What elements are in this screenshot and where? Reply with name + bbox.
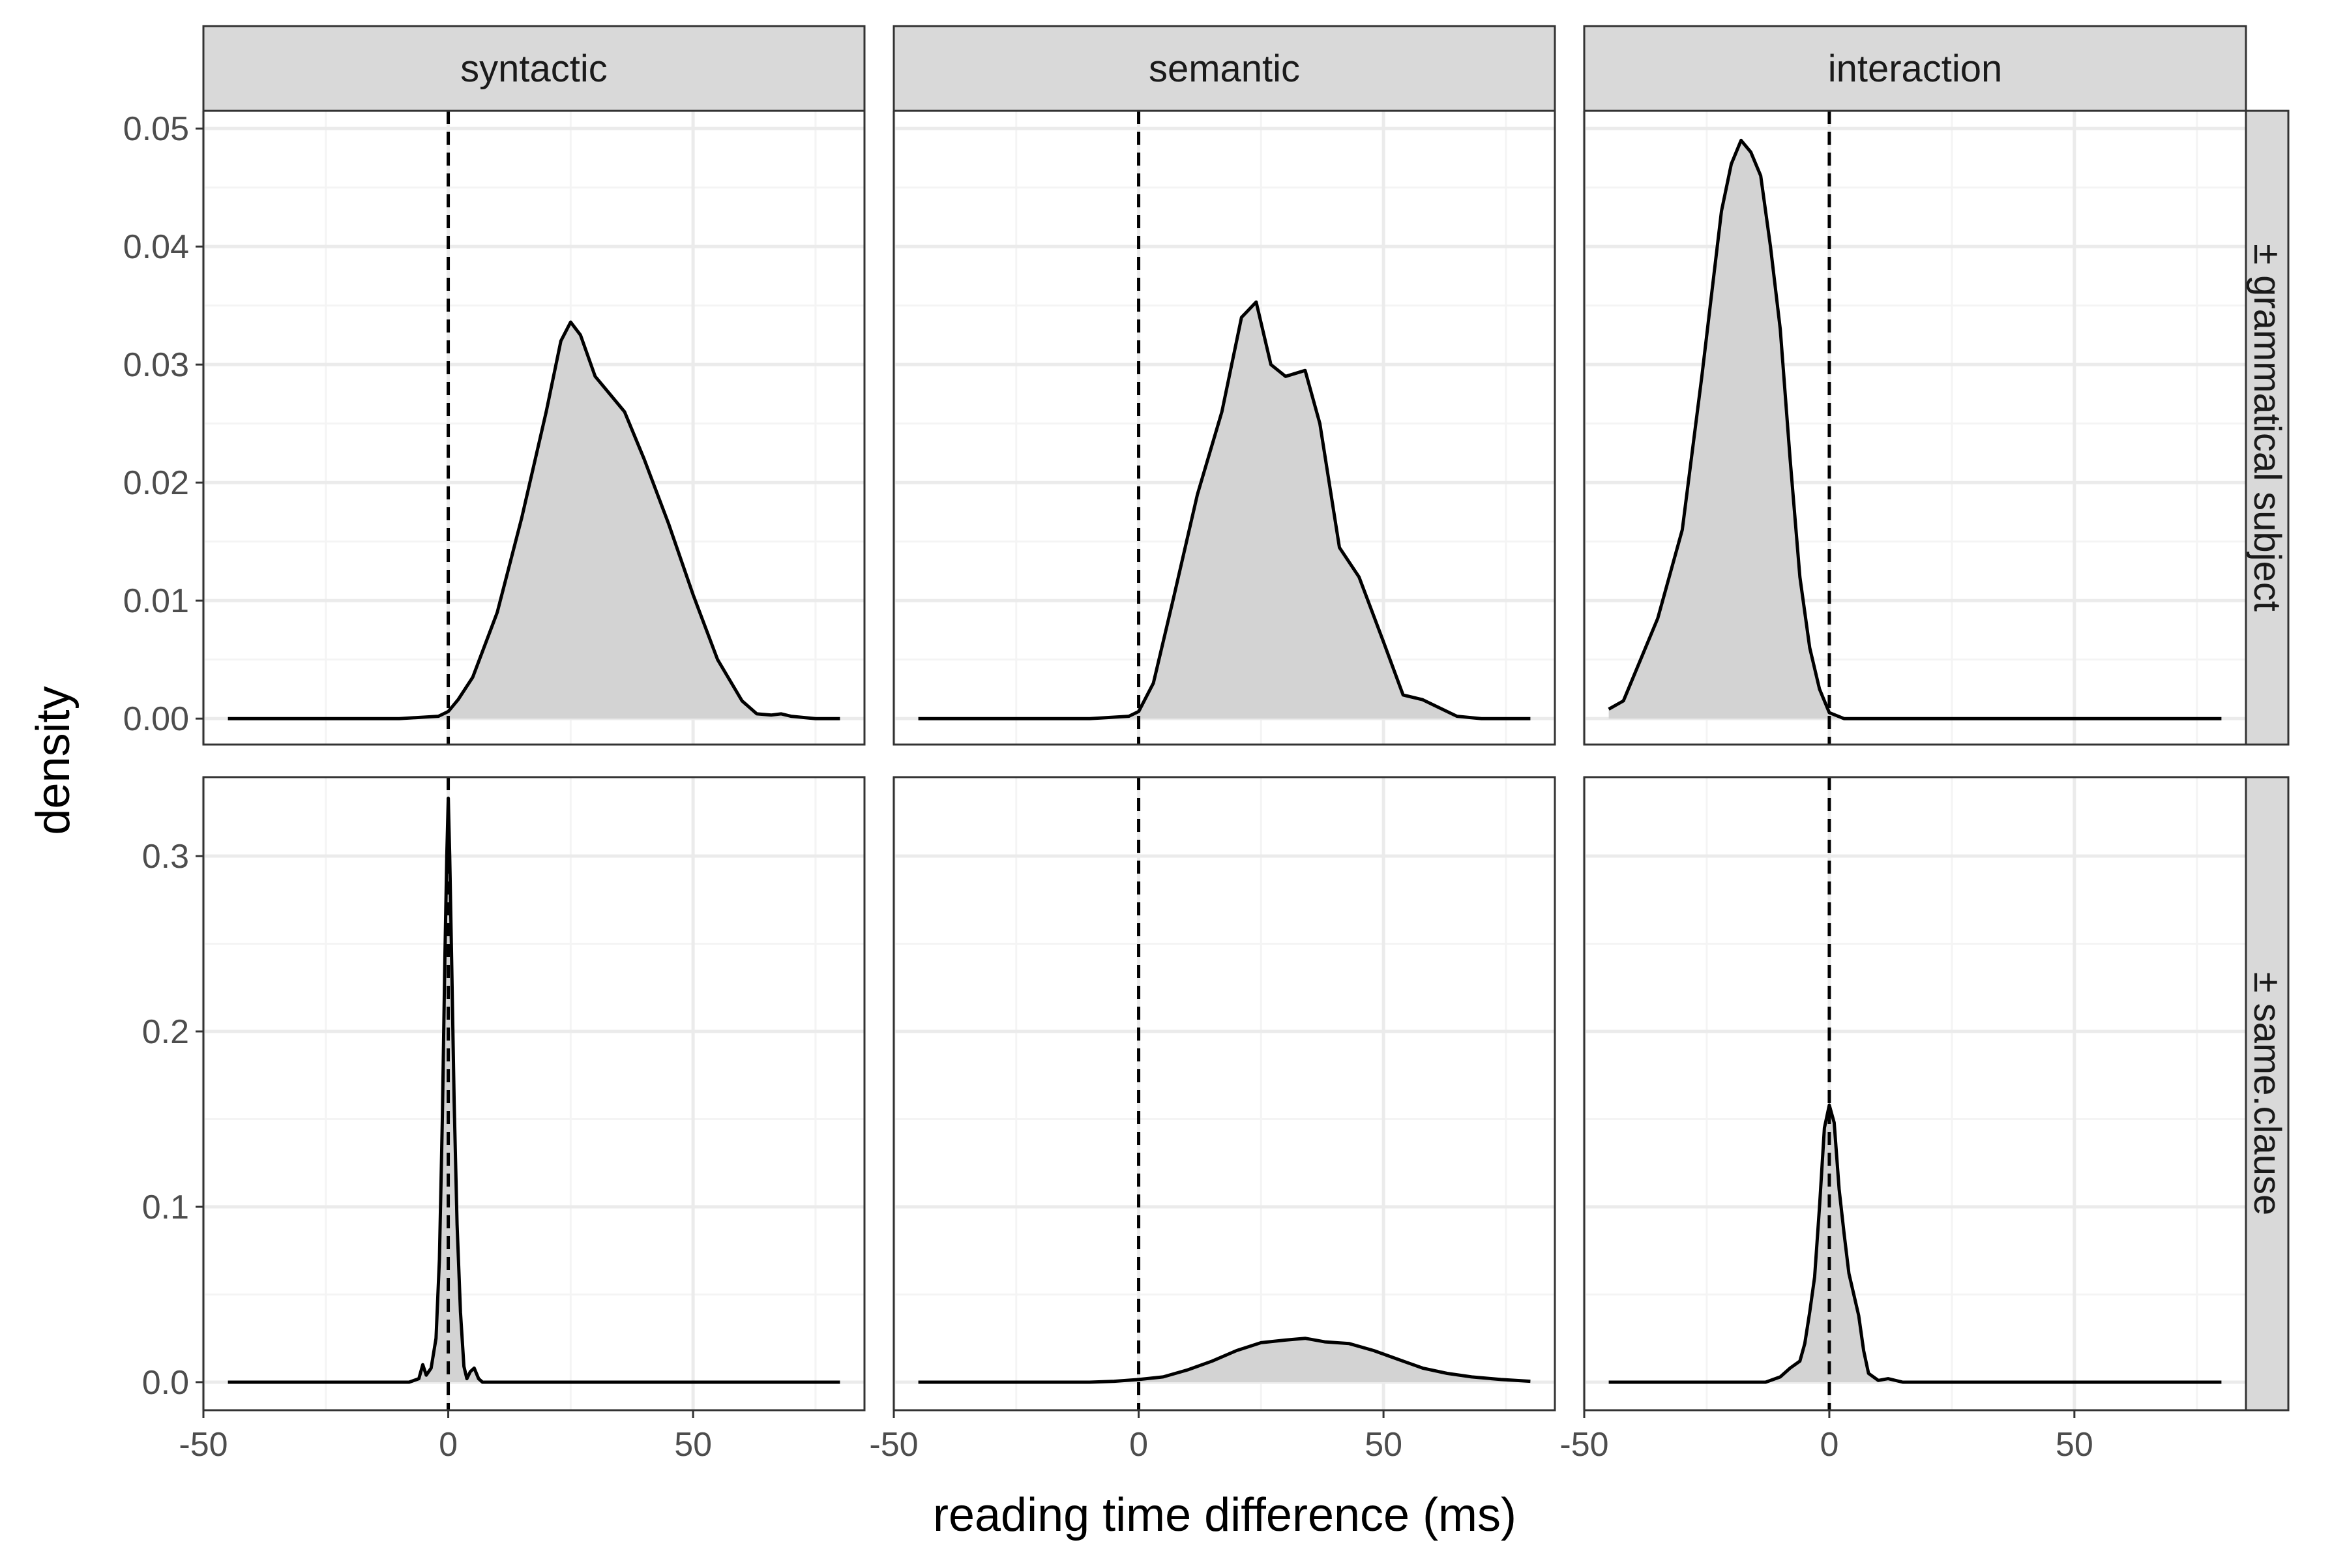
column-strip-semantic	[893, 25, 1556, 112]
row-strip-label: ± same.clause	[2246, 972, 2288, 1216]
panel-syntactic-row0	[201, 110, 866, 746]
x-axis-title: reading time difference (ms)	[933, 1489, 1516, 1541]
panel-border	[893, 776, 1556, 1412]
y-tick-label: 0.00	[123, 700, 189, 738]
x-tick-label: 0	[1129, 1426, 1148, 1464]
density-area	[918, 1338, 1531, 1382]
x-tick-label: 50	[2056, 1426, 2093, 1464]
y-tick-label: 0.01	[123, 582, 189, 620]
y-tick-label: 0.2	[142, 1013, 189, 1051]
y-tick-label: 0.02	[123, 464, 189, 502]
x-tick-label: 50	[674, 1426, 712, 1464]
y-axis-title: density	[27, 686, 80, 835]
x-tick-label: 0	[1820, 1426, 1838, 1464]
x-tick-label: 50	[1365, 1426, 1402, 1464]
y-tick-label: 0.1	[142, 1189, 189, 1226]
x-tick-label: -50	[1559, 1426, 1608, 1464]
density-line	[228, 796, 840, 1384]
column-strip-syntactic	[202, 25, 866, 112]
density-area	[228, 322, 840, 719]
y-tick-label: 0.05	[123, 110, 189, 148]
panel-border	[202, 776, 866, 1412]
column-strip-label: interaction	[1828, 48, 2003, 90]
y-tick-label: 0.3	[142, 838, 189, 876]
column-strip-label: syntactic	[460, 48, 608, 90]
panel-interaction-row1	[1582, 776, 2247, 1412]
x-tick-label: 0	[439, 1426, 458, 1464]
panel-background	[894, 777, 1555, 1410]
panel-border	[1583, 776, 2247, 1412]
panel-border	[1583, 110, 2247, 746]
row-strip	[2245, 776, 2290, 1412]
y-tick-label: 0.03	[123, 346, 189, 384]
column-strip-label: semantic	[1149, 48, 1300, 90]
column-strip-interaction	[1583, 25, 2247, 112]
y-tick-label: 0.0	[142, 1364, 189, 1402]
density-area	[918, 302, 1531, 719]
row-strip-label: ± grammatical subject	[2246, 244, 2288, 612]
density-area	[1608, 140, 2222, 719]
panel-border	[202, 110, 866, 746]
panel-border	[893, 110, 1556, 746]
density-line	[1608, 1103, 2222, 1384]
panel-background	[1584, 777, 2246, 1410]
x-tick-label: -50	[869, 1426, 918, 1464]
panel-semantic-row1	[892, 776, 1556, 1412]
panel-syntactic-row1	[201, 776, 866, 1412]
density-line	[918, 1337, 1531, 1384]
density-line	[228, 320, 840, 720]
row-strip	[2245, 110, 2290, 746]
density-line	[1608, 138, 2222, 720]
density-line	[918, 300, 1531, 720]
panel-background	[203, 777, 864, 1410]
x-tick-label: -50	[179, 1426, 228, 1464]
y-tick-label: 0.04	[123, 228, 189, 266]
panel-semantic-row0	[892, 110, 1556, 746]
panel-interaction-row0	[1582, 110, 2247, 746]
